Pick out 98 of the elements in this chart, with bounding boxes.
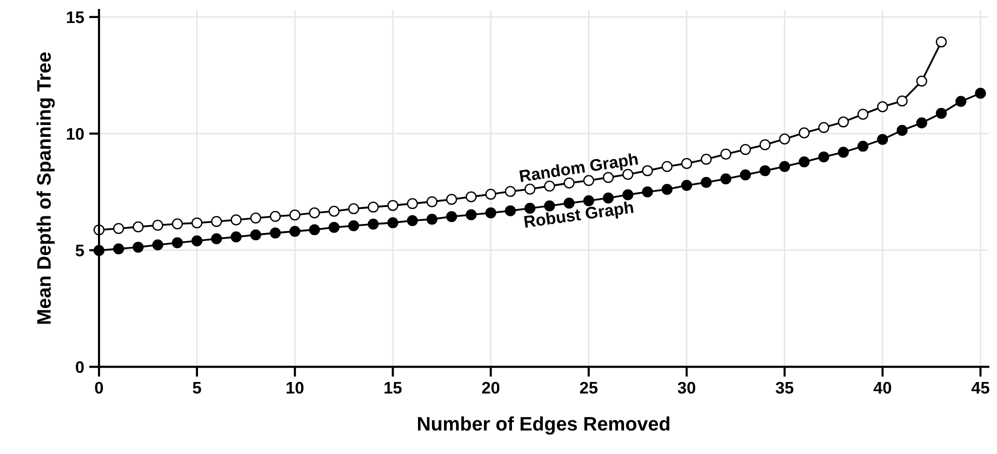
point xyxy=(132,242,144,253)
text: Robust Graph xyxy=(524,200,634,232)
point xyxy=(700,176,712,188)
point xyxy=(818,151,830,162)
point xyxy=(368,218,379,230)
point xyxy=(406,215,418,226)
point xyxy=(387,200,398,211)
point xyxy=(838,116,849,128)
point xyxy=(387,217,398,228)
point xyxy=(113,243,124,254)
point xyxy=(857,108,868,120)
point xyxy=(564,198,575,209)
point xyxy=(172,237,183,248)
point xyxy=(289,226,300,237)
point xyxy=(779,133,790,144)
point xyxy=(936,108,947,119)
point xyxy=(406,198,418,210)
point xyxy=(132,221,144,232)
point xyxy=(818,122,830,134)
x-tick-label: 5 xyxy=(192,382,202,394)
point xyxy=(642,165,653,176)
point xyxy=(270,227,281,238)
point xyxy=(622,189,634,200)
x-axis-title: Number of Edges Removed xyxy=(418,416,670,435)
point xyxy=(504,186,516,197)
point xyxy=(485,188,496,200)
point xyxy=(524,184,536,195)
point xyxy=(485,207,496,218)
x-tick-label: 25 xyxy=(580,382,598,394)
point xyxy=(720,173,732,184)
point xyxy=(250,212,262,224)
point xyxy=(700,154,712,165)
point xyxy=(308,224,320,236)
point xyxy=(877,101,888,112)
point xyxy=(681,158,692,169)
point xyxy=(936,36,947,48)
point xyxy=(172,218,183,230)
point xyxy=(681,180,692,191)
point xyxy=(328,222,340,233)
point xyxy=(191,235,202,246)
x-tick-label: 15 xyxy=(384,382,402,394)
point xyxy=(896,95,908,106)
point xyxy=(504,205,516,216)
point xyxy=(328,206,340,217)
point xyxy=(270,210,281,222)
point xyxy=(955,96,966,107)
point xyxy=(368,202,379,213)
point xyxy=(798,127,810,138)
point xyxy=(348,220,360,232)
point xyxy=(760,165,770,176)
y-tick-label: 15 xyxy=(66,12,84,24)
point xyxy=(916,76,928,87)
point xyxy=(230,214,242,226)
point xyxy=(348,203,360,214)
point xyxy=(857,140,868,152)
x-tick-label: 35 xyxy=(776,382,794,394)
point xyxy=(779,161,790,172)
point xyxy=(877,134,888,145)
point xyxy=(916,117,928,128)
point xyxy=(662,161,673,172)
point xyxy=(113,223,124,234)
point xyxy=(975,88,986,99)
x-tick-label: 10 xyxy=(286,382,304,394)
text: Random Graph xyxy=(519,152,639,186)
point xyxy=(838,146,849,158)
point xyxy=(152,239,164,250)
point xyxy=(446,211,458,222)
point xyxy=(308,207,320,218)
point xyxy=(896,124,908,136)
x-tick-label: 30 xyxy=(678,382,696,394)
point xyxy=(211,233,222,244)
point xyxy=(740,169,751,180)
y-tick-label: 10 xyxy=(66,128,84,140)
point xyxy=(426,214,438,225)
point xyxy=(720,148,732,160)
point xyxy=(426,196,438,208)
point xyxy=(642,186,653,198)
x-tick-label: 45 xyxy=(971,382,990,394)
x-tick-label: 0 xyxy=(95,382,103,394)
x-tick-label: 40 xyxy=(874,382,892,394)
point xyxy=(466,191,477,202)
point xyxy=(152,220,164,231)
point xyxy=(662,184,673,195)
point xyxy=(446,194,458,205)
point xyxy=(191,217,202,228)
y-axis-title: Mean Depth of Spanning Tree xyxy=(36,52,55,324)
point xyxy=(211,216,222,228)
point xyxy=(466,209,477,220)
x-tick-label: 20 xyxy=(482,382,500,394)
point xyxy=(230,231,242,242)
point xyxy=(250,229,262,240)
point xyxy=(760,139,770,150)
point xyxy=(602,172,614,183)
y-tick-label: 0 xyxy=(76,361,84,374)
point xyxy=(740,144,751,155)
point xyxy=(289,210,300,220)
y-tick-label: 5 xyxy=(76,244,84,256)
point xyxy=(798,156,810,168)
